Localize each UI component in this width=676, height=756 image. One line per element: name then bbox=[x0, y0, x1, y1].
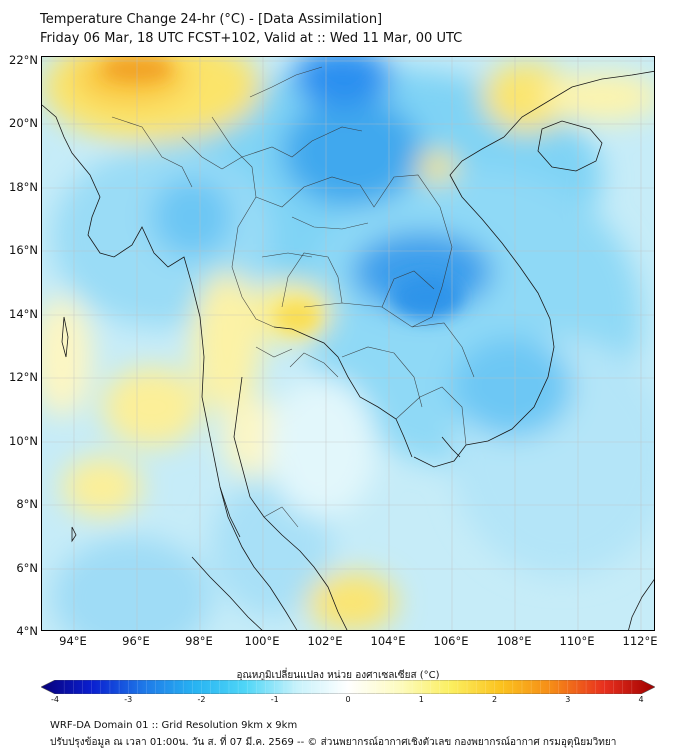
temperature-field-shading bbox=[42, 57, 654, 630]
colorbar-tick-label: 1 bbox=[418, 695, 424, 704]
footer-credit: ปรับปรุงข้อมูล ณ เวลา 01:00น. วัน ส. ที่… bbox=[50, 737, 617, 748]
lat-label-16n: 16°N bbox=[9, 243, 38, 257]
admin-borders bbox=[111, 66, 475, 528]
lon-label-102e: 102°E bbox=[307, 634, 343, 648]
lat-label-4n: 4°N bbox=[16, 624, 38, 638]
lat-label-18n: 18°N bbox=[9, 180, 38, 194]
lon-label-110e: 110°E bbox=[559, 634, 595, 648]
lat-label-14n: 14°N bbox=[9, 307, 38, 321]
lat-label-10n: 10°N bbox=[9, 434, 38, 448]
chart-title: Temperature Change 24-hr (°C) - [Data As… bbox=[40, 12, 383, 27]
lon-label-112e: 112°E bbox=[622, 634, 658, 648]
colorbar-tick-label: 2 bbox=[491, 695, 498, 704]
lat-label-6n: 6°N bbox=[16, 561, 38, 575]
lon-label-104e: 104°E bbox=[370, 634, 406, 648]
colorbar-tick-label: -2 bbox=[197, 695, 206, 704]
lon-label-96e: 96°E bbox=[122, 634, 150, 648]
colorbar-title: อุณหภูมิเปลี่ยนแปลง หน่วย องศาเซลเซียส (… bbox=[236, 670, 440, 681]
temperature-change-map bbox=[41, 56, 655, 631]
colorbar-tick-label: -1 bbox=[270, 695, 279, 704]
lat-label-22n: 22°N bbox=[9, 53, 38, 67]
colorbar-tick-label: -3 bbox=[124, 695, 133, 704]
lat-label-20n: 20°N bbox=[9, 116, 38, 130]
lon-label-108e: 108°E bbox=[496, 634, 532, 648]
colorbar bbox=[41, 680, 655, 694]
lat-label-12n: 12°N bbox=[9, 370, 38, 384]
lon-label-98e: 98°E bbox=[185, 634, 213, 648]
graticule bbox=[42, 57, 654, 630]
lon-label-100e: 100°E bbox=[244, 634, 280, 648]
colorbar-tick-label: 4 bbox=[638, 695, 644, 704]
colorbar-tick-label: 3 bbox=[565, 695, 571, 704]
lat-label-8n: 8°N bbox=[16, 497, 38, 511]
colorbar-tick-label: 0 bbox=[345, 695, 351, 704]
footer-model-info: WRF-DA Domain 01 :: Grid Resolution 9km … bbox=[50, 720, 298, 731]
lon-label-106e: 106°E bbox=[433, 634, 469, 648]
colorbar-tick-label: -4 bbox=[51, 695, 59, 704]
chart-subtitle: Friday 06 Mar, 18 UTC FCST+102, Valid at… bbox=[40, 31, 463, 46]
lon-label-94e: 94°E bbox=[59, 634, 87, 648]
